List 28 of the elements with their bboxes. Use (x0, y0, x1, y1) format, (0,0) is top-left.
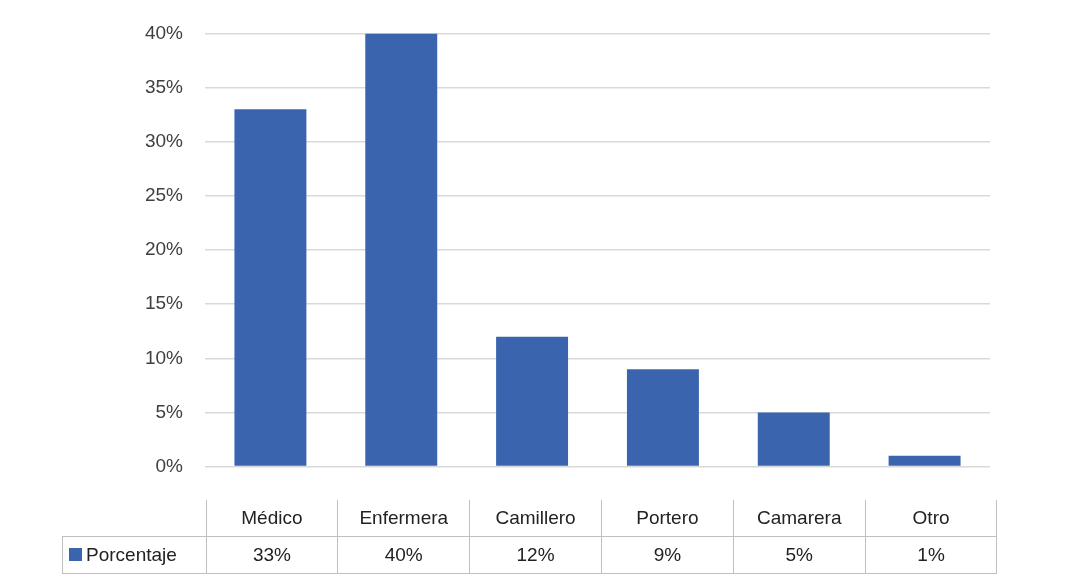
y-tick-label: 5% (155, 400, 184, 422)
bar (234, 109, 307, 466)
data-label: 33% (206, 536, 338, 574)
data-label: 12% (469, 536, 602, 574)
bar (888, 455, 961, 466)
x-tick-label: Portero (601, 500, 734, 537)
x-tick-label: Otro (865, 500, 997, 537)
y-tick-label: 20% (144, 238, 184, 260)
y-tick-label: 35% (144, 75, 184, 97)
y-tick-label: 0% (155, 454, 184, 476)
y-tick-label: 25% (144, 184, 184, 206)
bar (626, 369, 699, 466)
bar (496, 336, 569, 466)
x-tick-label: Camarera (733, 500, 866, 537)
bar (365, 33, 438, 466)
x-tick-label: Médico (206, 500, 338, 537)
x-tick-label: Camillero (469, 500, 602, 537)
legend-label: Porcentaje (62, 536, 206, 574)
y-tick-label: 10% (144, 346, 184, 368)
x-tick-label: Enfermera (337, 500, 470, 537)
bar (757, 412, 830, 466)
y-tick-label: 40% (144, 21, 184, 43)
data-label: 40% (337, 536, 470, 574)
data-label: 1% (865, 536, 997, 574)
data-label: 9% (601, 536, 734, 574)
y-tick-label: 15% (144, 292, 184, 314)
data-label: 5% (733, 536, 866, 574)
y-tick-label: 30% (144, 129, 184, 151)
